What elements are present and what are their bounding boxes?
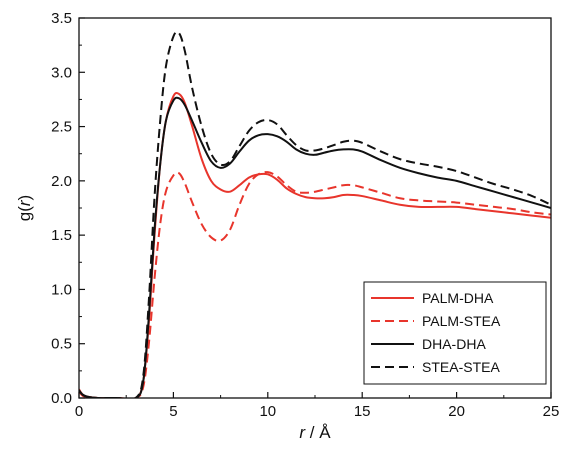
legend-entries: PALM-DHA PALM-STEA DHA-DHA STEA-STEA	[371, 290, 501, 375]
y-tick-label: 2.5	[51, 119, 72, 136]
x-tick-label: 0	[75, 403, 83, 420]
x-axis-label: r / Å	[299, 423, 331, 442]
y-tick-label: 3.0	[51, 64, 72, 81]
ticks-layer	[78, 17, 552, 399]
y-tick-label: 1.5	[51, 227, 72, 244]
y-axis-variable: r	[15, 199, 34, 206]
y-tick-label: 3.5	[51, 10, 72, 27]
x-tick-label: 25	[543, 403, 560, 420]
y-tick-label: 0.0	[51, 390, 72, 407]
series-line-palm-stea	[79, 171, 551, 398]
y-tick-label: 0.5	[51, 336, 72, 353]
y-tick-label: 1.0	[51, 281, 72, 298]
legend-label-stea-stea: STEA-STEA	[422, 359, 500, 375]
series-line-dha-dha	[79, 96, 551, 398]
legend-label-dha-dha: DHA-DHA	[422, 336, 486, 352]
x-axis-unit: / Å	[305, 423, 331, 442]
x-tick-label: 15	[354, 403, 371, 420]
x-tick-label: 20	[448, 403, 465, 420]
y-tick-label: 2.0	[51, 173, 72, 190]
y-axis-label-suffix: )	[15, 195, 34, 201]
legend-label-palm-dha: PALM-DHA	[422, 290, 494, 306]
legend: PALM-DHA PALM-STEA DHA-DHA STEA-STEA	[363, 281, 547, 385]
tick-labels-layer: 0 5 10 15 20 25 0.0 0.5 1.0 1.5 2.0 2.5 3.0 3.5	[51, 10, 559, 420]
series-line-stea-stea	[79, 30, 551, 398]
series-layer	[79, 30, 551, 398]
x-tick-label: 5	[169, 403, 177, 420]
x-tick-label: 10	[259, 403, 276, 420]
y-axis-label-prefix: g(	[15, 206, 34, 221]
legend-label-palm-stea: PALM-STEA	[422, 313, 501, 329]
x-axis-variable: r	[299, 423, 306, 442]
y-axis-label: g(r)	[15, 195, 34, 221]
